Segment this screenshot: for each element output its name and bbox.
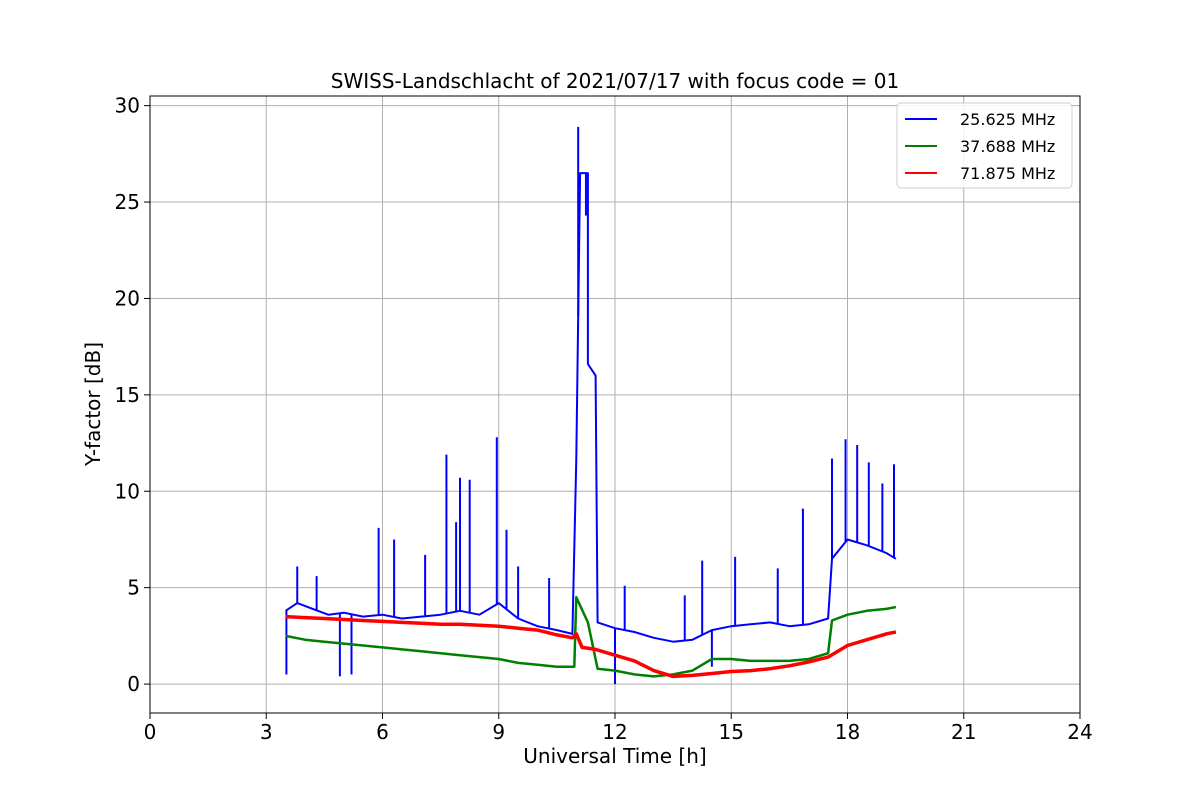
y-tick-label: 25	[115, 190, 140, 214]
x-tick-label: 3	[260, 720, 273, 744]
legend-label: 71.875 MHz	[960, 164, 1055, 183]
legend-label: 37.688 MHz	[960, 137, 1055, 156]
x-tick-label: 9	[492, 720, 505, 744]
series-line-1	[285, 172, 897, 643]
legend-box	[896, 102, 1073, 189]
y-tick-label: 10	[115, 479, 140, 503]
legend-label: 25.625 MHz	[960, 110, 1055, 129]
x-tick-label: 21	[951, 720, 976, 744]
x-axis-ticks: 0 3 6 9 12 15 18 21 24	[144, 713, 1093, 744]
chart-title: SWISS-Landschlacht of 2021/07/17 with fo…	[331, 69, 899, 93]
y-axis-label: Y-factor [dB]	[81, 342, 105, 467]
x-tick-label: 15	[719, 720, 744, 744]
series-layer	[285, 126, 897, 685]
x-tick-label: 24	[1067, 720, 1092, 744]
x-axis-label: Universal Time [h]	[523, 744, 706, 768]
y-tick-label: 15	[115, 383, 140, 407]
y-tick-label: 5	[127, 576, 140, 600]
y-tick-label: 20	[115, 286, 140, 310]
y-tick-label: 0	[127, 672, 140, 696]
x-tick-label: 12	[602, 720, 627, 744]
series-line-2	[285, 596, 897, 678]
y-axis-ticks: 0 5 10 15 20 25 30	[115, 94, 150, 696]
series-line-3	[285, 614, 897, 679]
x-tick-label: 18	[835, 720, 860, 744]
legend: 25.625 MHz 37.688 MHz 71.875 MHz	[896, 102, 1073, 189]
x-tick-label: 0	[144, 720, 157, 744]
y-tick-label: 30	[115, 94, 140, 118]
x-tick-label: 6	[376, 720, 389, 744]
grid	[149, 96, 1081, 713]
